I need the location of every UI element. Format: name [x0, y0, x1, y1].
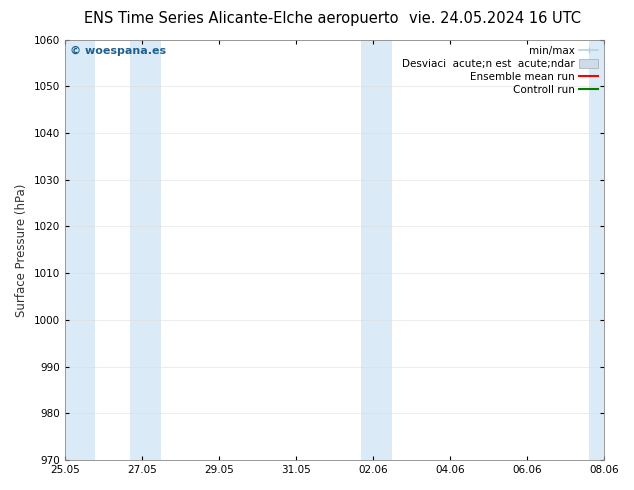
Bar — [130, 40, 161, 460]
Text: vie. 24.05.2024 16 UTC: vie. 24.05.2024 16 UTC — [408, 11, 581, 26]
Legend: min/max, Desviaci  acute;n est  acute;ndar, Ensemble mean run, Controll run: min/max, Desviaci acute;n est acute;ndar… — [398, 42, 602, 99]
Bar — [63, 40, 96, 460]
Bar — [589, 40, 606, 460]
Y-axis label: Surface Pressure (hPa): Surface Pressure (hPa) — [15, 183, 28, 317]
Text: ENS Time Series Alicante-Elche aeropuerto: ENS Time Series Alicante-Elche aeropuert… — [84, 11, 398, 26]
Bar — [361, 40, 392, 460]
Text: © woespana.es: © woespana.es — [70, 46, 166, 56]
